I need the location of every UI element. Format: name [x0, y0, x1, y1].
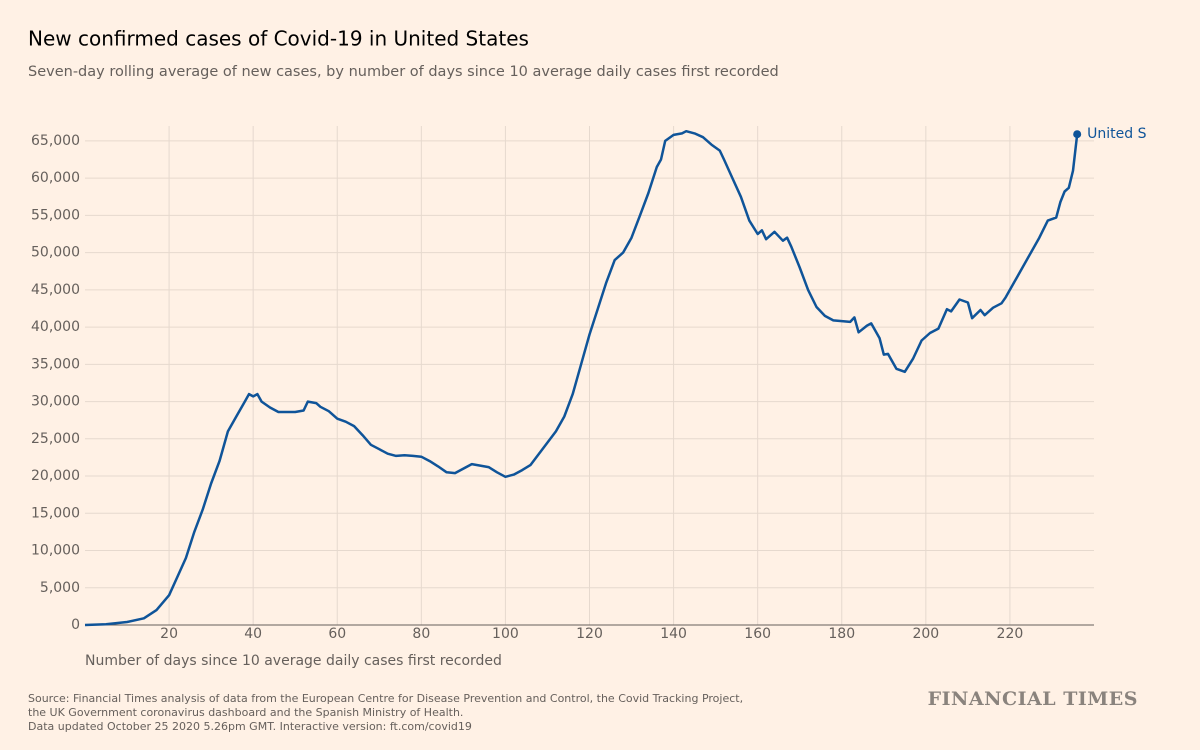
series-line — [84, 129, 1079, 627]
source-line: Source: Financial Times analysis of data… — [28, 692, 743, 705]
x-axis-label: Number of days since 10 average daily ca… — [85, 653, 502, 669]
x-tick-label: 140 — [660, 626, 687, 642]
chart-subtitle: Seven-day rolling average of new cases, … — [28, 64, 779, 80]
series-label: United S — [1087, 126, 1146, 142]
x-tick-label: 220 — [997, 626, 1024, 642]
y-tick-label: 65,000 — [31, 133, 80, 149]
y-tick-label: 0 — [71, 617, 80, 633]
y-tick-label: 45,000 — [31, 282, 80, 298]
y-tick-label: 55,000 — [31, 207, 80, 223]
x-tick-label: 120 — [576, 626, 603, 642]
y-tick-label: 40,000 — [31, 319, 80, 335]
source-line: the UK Government coronavirus dashboard … — [28, 706, 463, 719]
source-line: Data updated October 25 2020 5.26pm GMT.… — [28, 720, 472, 733]
y-tick-label: 20,000 — [31, 468, 80, 484]
x-tick-label: 200 — [912, 626, 939, 642]
y-tick-label: 60,000 — [31, 170, 80, 186]
x-tick-label: 20 — [160, 626, 178, 642]
y-tick-label: 50,000 — [31, 245, 80, 261]
y-tick-label: 15,000 — [31, 505, 80, 521]
x-tick-label: 160 — [744, 626, 771, 642]
x-tick-label: 180 — [828, 626, 855, 642]
x-tick-label: 100 — [492, 626, 519, 642]
x-tick-label: 60 — [328, 626, 346, 642]
chart-title: New confirmed cases of Covid-19 in Unite… — [28, 27, 529, 51]
x-tick-label: 80 — [412, 626, 430, 642]
brand-logo: FINANCIAL TIMES — [928, 688, 1138, 710]
y-tick-label: 25,000 — [31, 431, 80, 447]
y-tick-label: 35,000 — [31, 356, 80, 372]
y-tick-label: 10,000 — [31, 543, 80, 559]
x-tick-label: 40 — [244, 626, 262, 642]
end-point — [1073, 130, 1082, 139]
y-tick-label: 30,000 — [31, 394, 80, 410]
y-tick-label: 5,000 — [40, 580, 80, 596]
